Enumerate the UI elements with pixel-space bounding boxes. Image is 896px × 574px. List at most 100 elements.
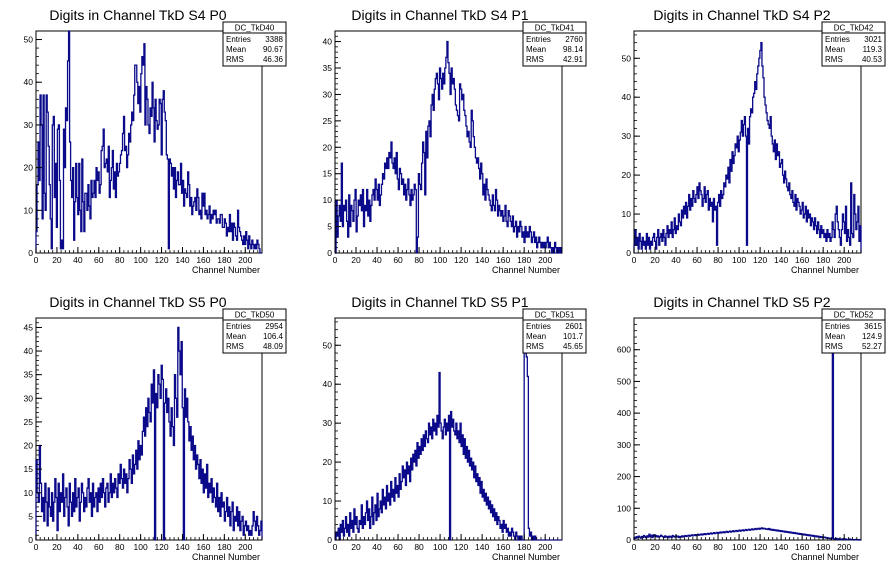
stats-box (821, 308, 886, 354)
stats-name: DC_TkD41 (535, 24, 575, 33)
y-tick-label: 20 (24, 441, 34, 451)
x-tick-label: 80 (115, 542, 125, 552)
x-tick-label: 20 (351, 542, 361, 552)
x-tick-label: 180 (217, 255, 231, 265)
x-tick-label: 100 (732, 255, 746, 265)
x-tick-label: 160 (196, 542, 210, 552)
stats-name: DC_TkD52 (834, 311, 874, 320)
y-tick-label: 5 (327, 222, 332, 232)
x-tick-label: 120 (753, 542, 767, 552)
stats-name: DC_TkD40 (235, 24, 275, 33)
stats-rms-value: 46.36 (263, 55, 284, 64)
x-tick-label: 160 (196, 255, 210, 265)
y-tick-label: 0 (28, 535, 33, 545)
y-tick-label: 200 (617, 472, 631, 482)
x-tick-label: 60 (692, 542, 702, 552)
x-tick-label: 0 (333, 255, 338, 265)
y-tick-label: 10 (622, 209, 632, 219)
histogram-series (335, 344, 562, 541)
histogram-panel: Digits in Channel TkD S5 P10 20 40 60 80 100 1… (323, 294, 587, 562)
x-tick-label: 0 (34, 542, 39, 552)
y-tick-label: 300 (617, 440, 631, 450)
x-tick-label: 80 (414, 255, 424, 265)
y-tick-label: 10 (24, 488, 34, 498)
stats-rms-value: 40.53 (862, 55, 883, 64)
x-tick-label: 0 (34, 255, 39, 265)
y-tick-label: 0 (626, 535, 631, 545)
y-tick-label: 20 (24, 163, 34, 173)
x-tick-label: 180 (217, 542, 231, 552)
stats-box (522, 308, 587, 354)
stats-mean-value: 106.4 (263, 332, 284, 341)
x-tick-label: 120 (454, 255, 468, 265)
x-tick-label: 60 (393, 542, 403, 552)
stats-box (222, 21, 287, 67)
stats-mean-value: 90.67 (263, 45, 284, 54)
y-tick-label: 20 (622, 170, 632, 180)
stats-mean-label: Mean (226, 45, 246, 54)
x-tick-label: 160 (795, 255, 809, 265)
x-axis-title: Channel Number (791, 552, 859, 562)
stats-entries-value: 3021 (864, 35, 882, 44)
histogram-panel: Digits in Channel TkD S4 P10 20 40 60 80 100 1… (323, 7, 587, 275)
y-tick-label: 10 (323, 496, 333, 506)
stats-entries-label: Entries (825, 322, 850, 331)
x-tick-label: 0 (632, 255, 637, 265)
stats-name: DC_TkD50 (235, 311, 275, 320)
x-axis-title: Channel Number (791, 265, 859, 275)
x-tick-label: 0 (333, 542, 338, 552)
y-tick-label: 600 (617, 345, 631, 355)
y-tick-label: 50 (622, 53, 632, 63)
x-tick-label: 100 (134, 255, 148, 265)
x-tick-label: 100 (433, 542, 447, 552)
stats-mean-label: Mean (825, 332, 845, 341)
x-tick-label: 40 (671, 542, 681, 552)
y-tick-label: 30 (24, 120, 34, 130)
y-tick-label: 100 (617, 503, 631, 513)
stats-entries-label: Entries (226, 35, 251, 44)
y-tick-label: 15 (323, 169, 333, 179)
x-tick-label: 80 (414, 542, 424, 552)
stats-entries-label: Entries (825, 35, 850, 44)
stats-mean-label: Mean (526, 45, 546, 54)
stats-rms-value: 42.91 (563, 55, 584, 64)
y-tick-label: 0 (28, 248, 33, 258)
histogram-panel: Digits in Channel TkD S4 P20 20 40 60 80 100 1… (622, 7, 886, 275)
x-tick-label: 20 (52, 255, 62, 265)
x-axis-title: Channel Number (492, 265, 560, 275)
y-tick-label: 25 (323, 116, 333, 126)
stats-entries-label: Entries (526, 322, 551, 331)
stats-entries-value: 3388 (265, 35, 283, 44)
y-tick-label: 40 (24, 77, 34, 87)
x-tick-label: 20 (351, 255, 361, 265)
y-tick-label: 15 (24, 464, 34, 474)
y-tick-label: 10 (323, 195, 333, 205)
stats-rms-label: RMS (825, 55, 843, 64)
x-tick-label: 40 (73, 255, 83, 265)
x-tick-label: 140 (774, 542, 788, 552)
x-tick-label: 180 (816, 255, 830, 265)
y-tick-label: 40 (622, 92, 632, 102)
x-tick-label: 140 (175, 542, 189, 552)
y-tick-label: 35 (24, 370, 34, 380)
stats-entries-label: Entries (526, 35, 551, 44)
x-tick-label: 200 (538, 255, 552, 265)
x-tick-label: 160 (496, 542, 510, 552)
x-tick-label: 140 (475, 542, 489, 552)
stats-entries-value: 3615 (864, 322, 882, 331)
panel-title: Digits in Channel TkD S5 P2 (653, 294, 830, 310)
x-axis-title: Channel Number (492, 552, 560, 562)
y-tick-label: 0 (626, 248, 631, 258)
stats-rms-label: RMS (226, 342, 244, 351)
x-tick-label: 120 (753, 255, 767, 265)
x-tick-label: 100 (732, 542, 746, 552)
y-tick-label: 25 (24, 417, 34, 427)
stats-box (522, 21, 587, 67)
x-tick-label: 180 (517, 542, 531, 552)
y-tick-label: 20 (323, 142, 333, 152)
panel-title: Digits in Channel TkD S5 P1 (351, 294, 528, 310)
stats-mean-value: 119.3 (863, 45, 883, 54)
x-tick-label: 140 (475, 255, 489, 265)
stats-entries-value: 2954 (265, 322, 283, 331)
y-tick-label: 5 (28, 511, 33, 521)
